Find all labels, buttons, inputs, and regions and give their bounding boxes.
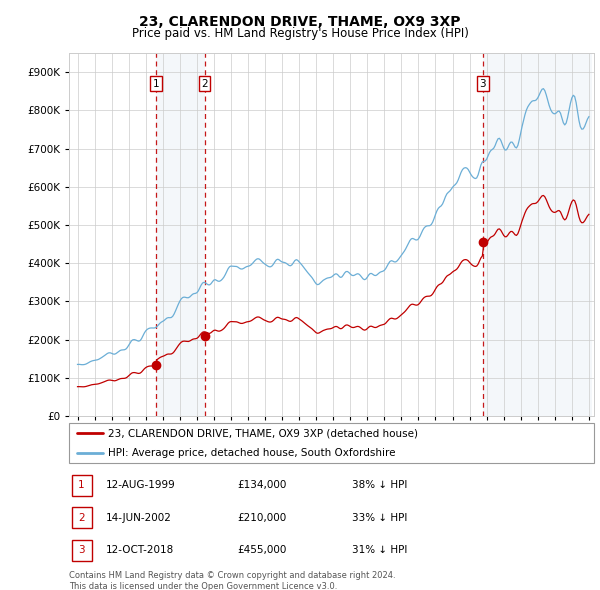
Text: 1: 1 [78, 480, 85, 490]
Text: 12-OCT-2018: 12-OCT-2018 [106, 545, 174, 555]
Text: 12-AUG-1999: 12-AUG-1999 [106, 480, 176, 490]
Bar [483, 53, 592, 416]
Text: 2: 2 [78, 513, 85, 523]
Text: Price paid vs. HM Land Registry's House Price Index (HPI): Price paid vs. HM Land Registry's House … [131, 27, 469, 40]
Text: 14-JUN-2002: 14-JUN-2002 [106, 513, 172, 523]
Text: £210,000: £210,000 [237, 513, 286, 523]
Bar [156, 53, 205, 416]
Text: 2: 2 [201, 78, 208, 88]
Text: 33% ↓ HPI: 33% ↓ HPI [353, 513, 408, 523]
FancyBboxPatch shape [71, 507, 92, 528]
Text: 3: 3 [479, 78, 486, 88]
Text: £134,000: £134,000 [237, 480, 286, 490]
FancyBboxPatch shape [71, 540, 92, 560]
Text: Contains HM Land Registry data © Crown copyright and database right 2024.
This d: Contains HM Land Registry data © Crown c… [69, 571, 395, 590]
Text: 23, CLARENDON DRIVE, THAME, OX9 3XP (detached house): 23, CLARENDON DRIVE, THAME, OX9 3XP (det… [109, 428, 418, 438]
Text: 1: 1 [153, 78, 160, 88]
Text: 23, CLARENDON DRIVE, THAME, OX9 3XP: 23, CLARENDON DRIVE, THAME, OX9 3XP [139, 15, 461, 29]
Text: 3: 3 [78, 545, 85, 555]
FancyBboxPatch shape [69, 423, 594, 463]
Text: £455,000: £455,000 [237, 545, 286, 555]
Text: HPI: Average price, detached house, South Oxfordshire: HPI: Average price, detached house, Sout… [109, 448, 396, 458]
FancyBboxPatch shape [71, 475, 92, 496]
Text: 31% ↓ HPI: 31% ↓ HPI [353, 545, 408, 555]
Text: 38% ↓ HPI: 38% ↓ HPI [353, 480, 408, 490]
